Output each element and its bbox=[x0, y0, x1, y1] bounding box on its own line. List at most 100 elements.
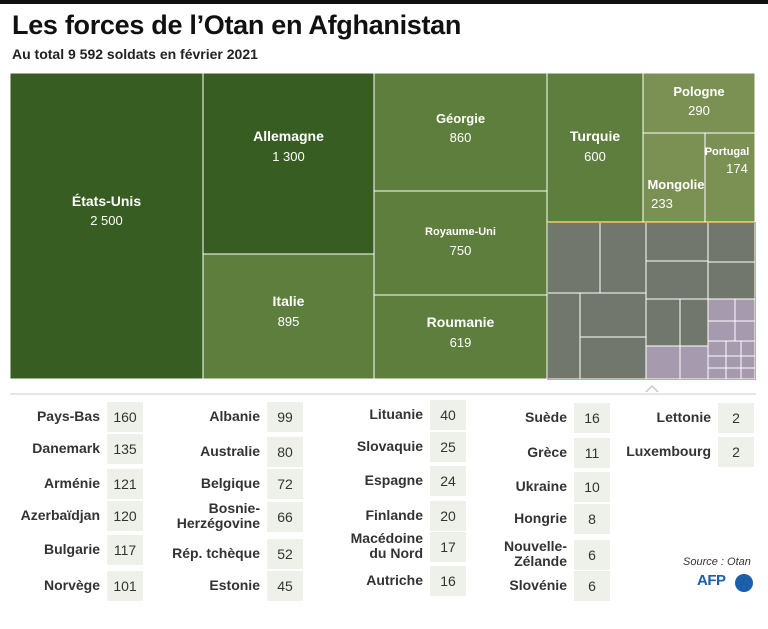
chart-subtitle: Au total 9 592 soldats en février 2021 bbox=[12, 46, 258, 62]
table-name-bosnie-herzegovine: Bosnie- Herzégovine bbox=[176, 500, 260, 531]
treemap-value-allemagne: 1 300 bbox=[272, 149, 305, 164]
table-name-nouvelle-zelande: Nouvelle- Zélande bbox=[503, 538, 567, 569]
table-value-lettonie: 2 bbox=[718, 403, 754, 433]
treemap-cell-belgique bbox=[707, 261, 756, 300]
treemap-value-italie: 895 bbox=[278, 314, 300, 329]
table-name-espagne: Espagne bbox=[364, 472, 423, 488]
treemap-cell-lituanie bbox=[679, 345, 709, 380]
table-value-luxembourg: 2 bbox=[718, 437, 754, 467]
table-value-suede: 16 bbox=[574, 403, 610, 433]
treemap-cell-pologne bbox=[642, 72, 756, 134]
treemap-label-italie: Italie bbox=[273, 293, 305, 309]
treemap-cell-albanie bbox=[645, 260, 709, 300]
treemap-cell-bulgarie bbox=[579, 336, 647, 380]
minor-group-caret bbox=[645, 384, 659, 393]
table-name-azerbaidjan: Azerbaïdjan bbox=[20, 507, 100, 523]
treemap-cell-suede bbox=[725, 340, 742, 357]
treemap-label-etats-unis: États-Unis bbox=[72, 193, 141, 209]
treemap-value-etats-unis: 2 500 bbox=[90, 213, 123, 228]
treemap-label-royaume-uni: Royaume-Uni bbox=[425, 226, 496, 238]
table-value-australie: 80 bbox=[267, 437, 303, 467]
treemap-cell-italie bbox=[202, 253, 375, 380]
table-value-armenie: 121 bbox=[107, 469, 143, 499]
table-value-estonie: 45 bbox=[267, 571, 303, 601]
treemap-cell-danemark bbox=[599, 221, 647, 294]
treemap-cell-estonie bbox=[645, 345, 681, 380]
table-value-rep-tcheque: 52 bbox=[267, 539, 303, 569]
source-note: Source : Otan bbox=[683, 556, 751, 568]
table-value-ukraine: 10 bbox=[574, 472, 610, 502]
table-name-lituanie: Lituanie bbox=[369, 406, 423, 422]
table-name-lettonie: Lettonie bbox=[656, 409, 711, 425]
table-value-lituanie: 40 bbox=[430, 400, 466, 430]
table-name-slovenie: Slovénie bbox=[509, 577, 567, 593]
table-value-slovenie: 6 bbox=[574, 571, 610, 601]
treemap-cell-slovaquie bbox=[707, 298, 736, 322]
minor-group-outline bbox=[547, 222, 756, 380]
treemap-cell-ukraine bbox=[707, 355, 727, 369]
top-rule bbox=[0, 0, 768, 4]
table-name-slovaquie: Slovaquie bbox=[356, 438, 423, 454]
table-value-espagne: 24 bbox=[430, 466, 466, 496]
treemap-cell-portugal bbox=[704, 132, 756, 223]
treemap-cell-roumanie bbox=[373, 294, 548, 380]
treemap-cell-hongrie bbox=[725, 355, 742, 369]
treemap-label-allemagne: Allemagne bbox=[253, 128, 324, 144]
table-name-hongrie: Hongrie bbox=[514, 510, 567, 526]
treemap-value-georgie: 860 bbox=[450, 130, 472, 145]
table-value-norvege: 101 bbox=[107, 571, 143, 601]
treemap-cell-macedoine-du-nord bbox=[734, 320, 756, 342]
treemap-chart: États-Unis 2 500 Allemagne 1 300 Italie 895 Gé… bbox=[9, 72, 756, 395]
treemap-label-turquie: Turquie bbox=[570, 128, 621, 144]
treemap-cell-turquie bbox=[546, 72, 644, 223]
table-value-belgique: 72 bbox=[267, 469, 303, 499]
table-value-autriche: 16 bbox=[430, 566, 466, 596]
treemap-cell-slovenie bbox=[707, 367, 727, 380]
table-name-suede: Suède bbox=[524, 409, 567, 425]
table-name-bulgarie: Bulgarie bbox=[43, 541, 100, 557]
table-value-pays-bas: 160 bbox=[107, 402, 143, 432]
treemap-value-roumanie: 619 bbox=[450, 335, 472, 350]
treemap-cell-allemagne bbox=[202, 72, 375, 255]
table-name-belgique: Belgique bbox=[200, 475, 260, 491]
table-value-albanie: 99 bbox=[267, 402, 303, 432]
table-value-nouvelle-zelande: 6 bbox=[574, 540, 610, 570]
table-name-grece: Grèce bbox=[527, 444, 567, 460]
table-name-albanie: Albanie bbox=[209, 408, 260, 424]
table-name-estonie: Estonie bbox=[209, 577, 260, 593]
table-name-finlande: Finlande bbox=[365, 507, 423, 523]
afp-logo-dot bbox=[735, 574, 753, 592]
table-name-norvege: Norvège bbox=[43, 577, 100, 593]
treemap-cell-armenie bbox=[546, 292, 581, 380]
table-value-finlande: 20 bbox=[430, 501, 466, 531]
treemap-cell-bosnie-herzegovine bbox=[645, 298, 681, 347]
treemap-label-roumanie: Roumanie bbox=[427, 314, 495, 330]
table-value-macedoine-du-nord: 17 bbox=[430, 532, 466, 562]
treemap-cell-azerbaidjan bbox=[579, 292, 647, 338]
treemap-cell-luxembourg bbox=[740, 367, 756, 380]
table-name-luxembourg: Luxembourg bbox=[626, 443, 711, 459]
treemap-label-portugal: Portugal bbox=[705, 146, 750, 158]
treemap-cell-royaume-uni bbox=[373, 190, 548, 296]
table-name-autriche: Autriche bbox=[366, 572, 423, 588]
table-value-danemark: 135 bbox=[107, 434, 143, 464]
table-value-slovaquie: 25 bbox=[430, 432, 466, 462]
treemap-value-mongolie: 233 bbox=[651, 196, 673, 211]
treemap-cell-georgie bbox=[373, 72, 548, 192]
treemap-value-royaume-uni: 750 bbox=[450, 243, 472, 258]
treemap-cell-pays-bas bbox=[546, 221, 601, 294]
table-name-rep-tcheque: Rép. tchèque bbox=[172, 545, 260, 561]
treemap-cell-etats-unis bbox=[9, 72, 204, 380]
table-name-australie: Australie bbox=[200, 443, 260, 459]
table-name-danemark: Danemark bbox=[32, 440, 100, 456]
table-value-grece: 11 bbox=[574, 438, 610, 468]
chart-title: Les forces de l’Otan en Afghanistan bbox=[12, 10, 462, 40]
table-name-ukraine: Ukraine bbox=[515, 478, 567, 494]
table-value-hongrie: 8 bbox=[574, 504, 610, 534]
treemap-cell-finlande bbox=[707, 320, 736, 342]
treemap-cell-grece bbox=[740, 340, 756, 357]
treemap-cell-nouvelle-zelande bbox=[740, 355, 756, 369]
table-value-bulgarie: 117 bbox=[107, 535, 143, 565]
treemap-value-turquie: 600 bbox=[584, 149, 606, 164]
treemap-cell-australie bbox=[707, 221, 756, 263]
